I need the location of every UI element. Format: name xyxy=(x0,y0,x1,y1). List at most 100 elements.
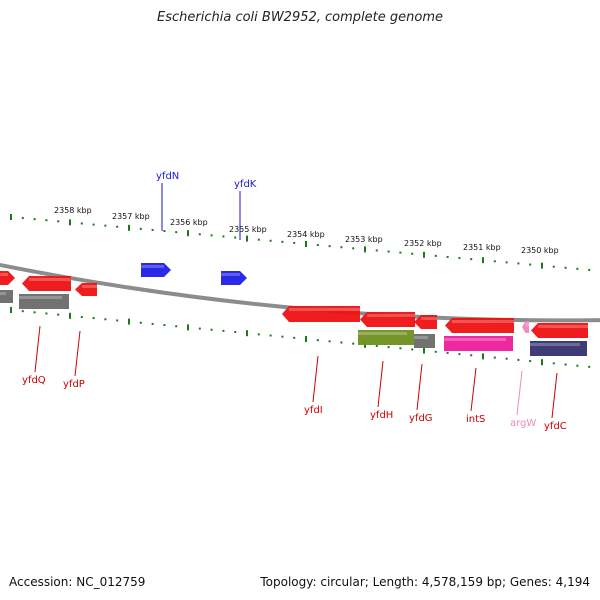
major-tick xyxy=(246,330,248,337)
minor-tick xyxy=(139,227,142,230)
major-tick xyxy=(305,241,307,247)
gene-arrow xyxy=(282,306,360,322)
minor-tick xyxy=(175,325,178,328)
minor-tick xyxy=(57,313,60,316)
minor-tick xyxy=(269,239,272,242)
gene-highlight xyxy=(452,320,514,323)
scale-labels: 2358 kbp 2357 kbp 2356 kbp 2355 kbp 2354 kbp… xyxy=(54,206,559,255)
gene-label: yfdH xyxy=(370,410,393,421)
gene-arrow xyxy=(0,271,15,285)
minor-tick xyxy=(92,317,95,320)
minor-tick xyxy=(529,263,532,266)
major-tick xyxy=(69,312,71,319)
minor-tick xyxy=(151,228,154,231)
gene-label: yfdN xyxy=(156,171,179,182)
minor-tick xyxy=(80,315,83,318)
gene-arrow xyxy=(444,336,513,351)
leader-line xyxy=(312,355,319,403)
minor-tick xyxy=(222,235,225,238)
minor-tick xyxy=(281,335,284,338)
minor-tick xyxy=(210,234,213,237)
minor-tick xyxy=(493,356,496,359)
genome-stats-text: Topology: circular; Length: 4,578,159 bp… xyxy=(260,575,590,589)
minor-tick xyxy=(269,334,272,337)
minor-tick xyxy=(116,319,119,322)
minor-tick xyxy=(517,358,520,361)
minor-tick xyxy=(175,231,178,234)
minor-tick xyxy=(588,268,591,271)
minor-tick xyxy=(151,322,154,325)
gene-label: intS xyxy=(466,414,485,425)
minor-tick xyxy=(576,267,579,270)
gene-arrow xyxy=(531,323,588,338)
minor-tick xyxy=(92,223,95,226)
major-tick xyxy=(10,214,12,220)
minor-tick xyxy=(139,321,142,324)
minor-tick xyxy=(316,339,319,342)
major-tick xyxy=(128,318,130,325)
major-tick xyxy=(128,224,130,231)
minor-tick xyxy=(552,265,555,268)
minor-tick xyxy=(399,347,402,350)
gene-arrow xyxy=(360,312,415,327)
gene-highlight xyxy=(367,314,415,317)
gene-label: yfdG xyxy=(409,413,433,424)
gene-arrow xyxy=(0,290,13,303)
minor-tick xyxy=(104,224,107,227)
scale-label: 2351 kbp xyxy=(463,243,501,252)
minor-tick xyxy=(458,257,461,260)
gene-highlight xyxy=(82,285,97,288)
leader-line xyxy=(377,360,384,408)
minor-tick xyxy=(434,254,437,257)
minor-tick xyxy=(411,252,414,255)
label-leader-lines xyxy=(34,183,558,419)
gene-arrow xyxy=(414,315,437,329)
minor-tick xyxy=(45,219,48,222)
minor-tick xyxy=(576,364,579,367)
minor-tick xyxy=(45,312,48,315)
minor-tick xyxy=(328,245,331,248)
minor-tick xyxy=(163,324,166,327)
minor-tick xyxy=(529,360,532,363)
scale-label: 2358 kbp xyxy=(54,206,92,215)
gene-arrow xyxy=(22,276,71,291)
scale-label: 2350 kbp xyxy=(521,246,559,255)
minor-tick xyxy=(257,333,260,336)
minor-tick xyxy=(222,329,225,332)
minor-tick xyxy=(340,341,343,344)
minor-tick xyxy=(352,342,355,345)
major-tick xyxy=(246,235,248,242)
minor-tick xyxy=(21,310,24,313)
major-tick xyxy=(541,359,543,366)
minor-tick xyxy=(493,260,496,263)
major-tick xyxy=(482,257,484,264)
minor-tick xyxy=(104,318,107,321)
gene-highlight xyxy=(530,343,580,346)
scale-label: 2356 kbp xyxy=(170,218,208,227)
minor-tick xyxy=(33,218,36,221)
inner-tick-ring xyxy=(10,307,591,368)
minor-tick xyxy=(21,217,24,220)
major-tick xyxy=(10,307,12,313)
leader-line xyxy=(551,372,558,419)
gene-label: yfdK xyxy=(234,179,257,190)
leader-line xyxy=(416,363,423,411)
minor-tick xyxy=(434,350,437,353)
minor-tick xyxy=(387,346,390,349)
minor-tick xyxy=(517,262,520,265)
gene-label: yfdI xyxy=(304,405,323,416)
leader-line xyxy=(34,325,41,373)
gene-highlight xyxy=(0,292,6,295)
minor-tick xyxy=(458,353,461,356)
minor-tick xyxy=(198,327,201,330)
major-tick xyxy=(482,353,484,360)
gene-highlight xyxy=(141,265,164,268)
minor-tick xyxy=(163,230,166,233)
major-tick xyxy=(423,251,425,258)
minor-tick xyxy=(293,241,296,244)
minor-tick xyxy=(446,351,449,354)
gene-arrow xyxy=(221,271,247,285)
map-title: Escherichia coli BW2952, complete genome xyxy=(157,10,443,25)
gene-highlight xyxy=(19,296,62,299)
gene-arrow xyxy=(522,321,529,333)
